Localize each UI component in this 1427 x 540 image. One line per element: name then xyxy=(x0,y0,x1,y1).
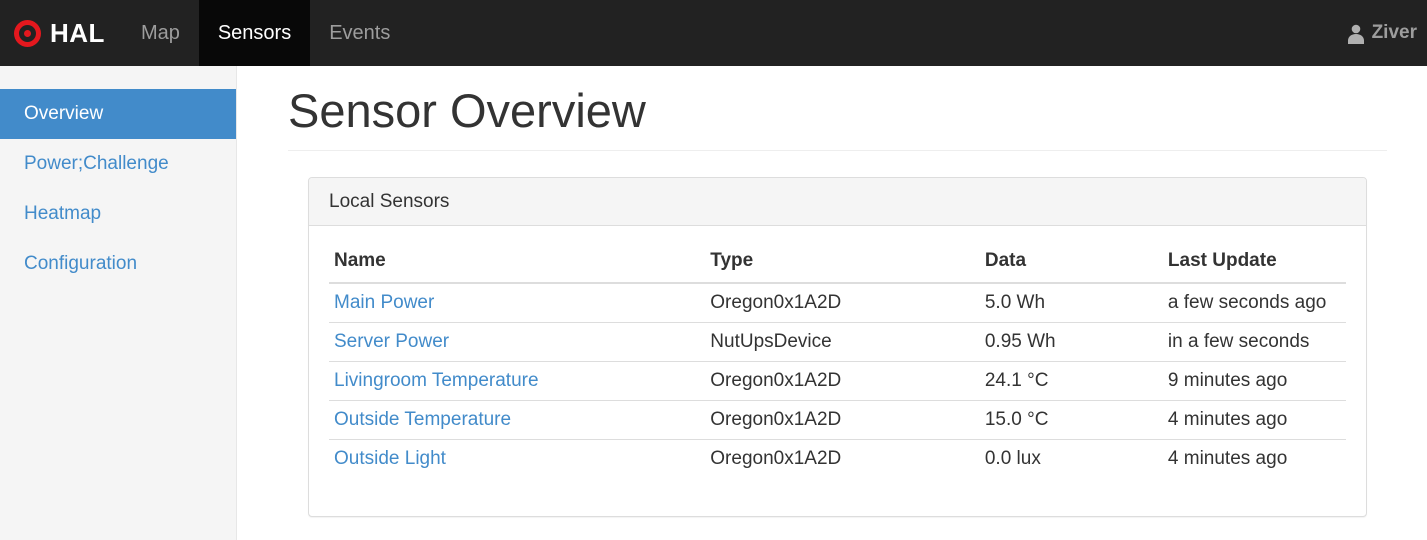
table-header-row: Name Type Data Last Update xyxy=(329,242,1346,284)
user-icon xyxy=(1346,23,1366,44)
user-menu[interactable]: Ziver xyxy=(1346,0,1417,66)
sensor-type: Oregon0x1A2D xyxy=(710,292,842,313)
nav-item-map[interactable]: Map xyxy=(140,21,180,44)
page-title: Sensor Overview xyxy=(288,85,1387,151)
sensor-type: NutUpsDevice xyxy=(705,322,980,362)
sidebar-item-configuration[interactable]: Configuration xyxy=(24,253,138,274)
sensor-data: 0.95 Wh xyxy=(979,322,1163,362)
sensors-table: Name Type Data Last Update Main Power Or… xyxy=(329,242,1346,478)
hal-logo-icon xyxy=(14,19,41,47)
brand-home-link[interactable]: HAL xyxy=(0,0,105,66)
column-header-type: Type xyxy=(705,242,980,284)
table-row: Outside Light Oregon0x1A2D 0.0 lux 4 min… xyxy=(329,439,1346,478)
column-header-data: Data xyxy=(979,242,1163,284)
sensor-link-outside-temperature[interactable]: Outside Temperature xyxy=(329,400,706,440)
sensor-last-update: 4 minutes ago xyxy=(1162,439,1346,478)
nav-item-sensors[interactable]: Sensors xyxy=(198,0,311,66)
table-row: Livingroom Temperature Oregon0x1A2D 24.1… xyxy=(329,361,1346,401)
column-header-name: Name xyxy=(329,242,706,284)
sensor-link-main-power[interactable]: Main Power xyxy=(334,292,435,313)
sensor-type: Oregon0x1A2D xyxy=(705,439,980,478)
sensor-type: Oregon0x1A2D xyxy=(705,361,980,401)
sensor-last-update: a few seconds ago xyxy=(1167,292,1327,313)
sensor-last-update: 4 minutes ago xyxy=(1162,400,1346,440)
column-header-last-update: Last Update xyxy=(1162,242,1346,284)
sensor-data: 0.0 lux xyxy=(979,439,1163,478)
main-content: Sensor Overview Local Sensors Name Type … xyxy=(238,66,1427,540)
table-row: Main Power Oregon0x1A2D 5.0 Wh a few sec… xyxy=(329,283,1346,323)
table-row: Server Power NutUpsDevice 0.95 Wh in a f… xyxy=(329,322,1346,362)
sidebar-nav: Overview Power;Challenge Heatmap Configu… xyxy=(0,66,237,540)
sensor-type: Oregon0x1A2D xyxy=(705,400,980,440)
panel-heading: Local Sensors xyxy=(309,178,1366,226)
sensor-data: 15.0 °C xyxy=(979,400,1163,440)
sensor-last-update: in a few seconds xyxy=(1162,322,1346,362)
user-name-label: Ziver xyxy=(1371,22,1417,43)
local-sensors-panel: Local Sensors Name Type Data Last Update… xyxy=(308,177,1367,517)
table-row: Outside Temperature Oregon0x1A2D 15.0 °C… xyxy=(329,400,1346,440)
sensor-data: 5.0 Wh xyxy=(984,292,1046,313)
brand-label: HAL xyxy=(50,17,105,48)
sidebar-item-heatmap[interactable]: Heatmap xyxy=(24,203,102,224)
navbar-menu: Map Sensors Events xyxy=(122,0,409,66)
sensor-data: 24.1 °C xyxy=(979,361,1163,401)
sensor-link-livingroom-temperature[interactable]: Livingroom Temperature xyxy=(329,361,706,401)
sidebar-item-overview[interactable]: Overview xyxy=(0,89,236,139)
top-navbar: HAL Map Sensors Events Ziver xyxy=(0,0,1427,66)
sensor-last-update: 9 minutes ago xyxy=(1162,361,1346,401)
sidebar-item-power-challenge[interactable]: Power;Challenge xyxy=(24,153,169,174)
sensor-link-server-power[interactable]: Server Power xyxy=(329,322,706,362)
sensor-link-outside-light[interactable]: Outside Light xyxy=(329,439,706,478)
nav-item-events[interactable]: Events xyxy=(329,21,391,44)
panel-body: Name Type Data Last Update Main Power Or… xyxy=(309,226,1366,516)
